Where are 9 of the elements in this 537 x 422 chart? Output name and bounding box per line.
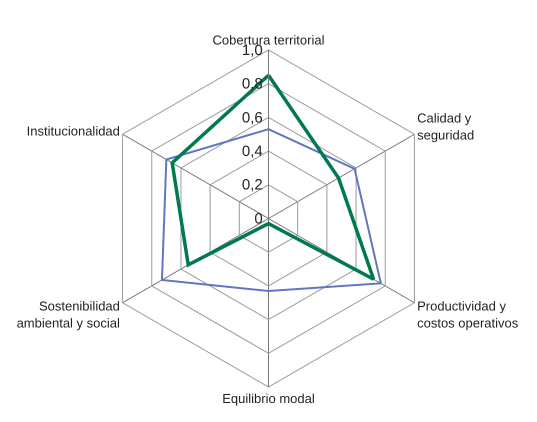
spoke-label: Productividad y costos operativos bbox=[417, 298, 519, 330]
spoke-label: Institucionalidad bbox=[26, 123, 120, 138]
spoke-label: Calidad y seguridad bbox=[417, 110, 474, 143]
spoke-label: Equilibrio modal bbox=[222, 391, 315, 406]
y-tick-label: 0 bbox=[254, 210, 263, 228]
y-tick-label: 0,4 bbox=[242, 142, 263, 160]
spoke-label: Sostenibilidad ambiental y social bbox=[16, 298, 120, 330]
y-tick-label: 0,2 bbox=[242, 176, 263, 194]
y-tick-label: 0,6 bbox=[242, 109, 263, 126]
